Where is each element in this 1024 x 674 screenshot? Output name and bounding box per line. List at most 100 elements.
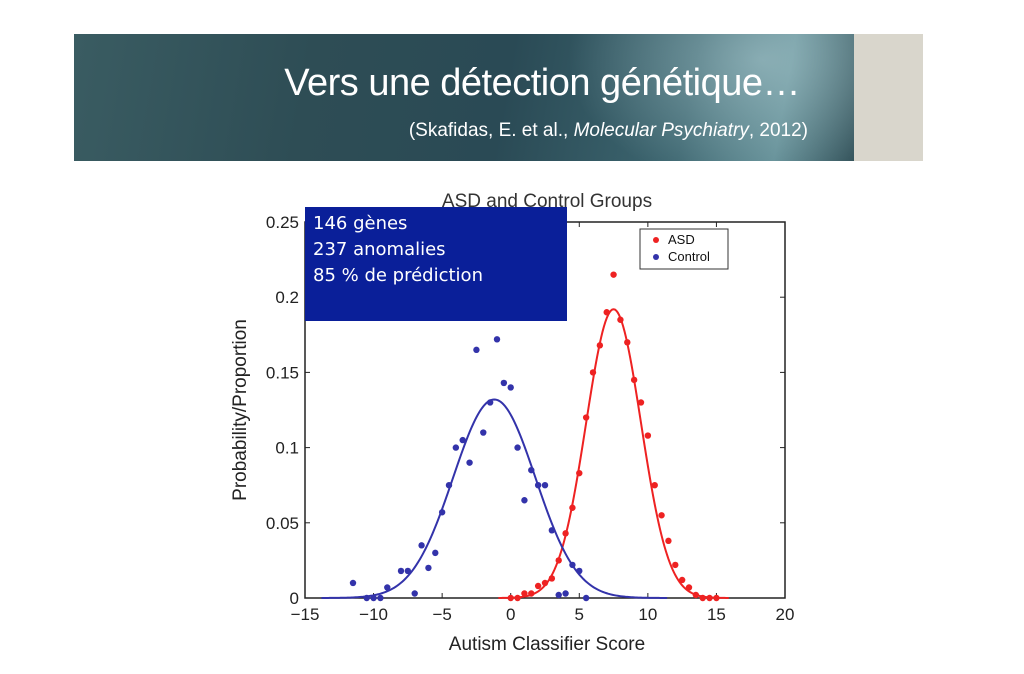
x-tick-label: −5 xyxy=(432,605,451,624)
legend-box xyxy=(639,228,729,270)
data-point-control xyxy=(411,590,418,597)
data-point-control xyxy=(582,594,590,602)
data-point-asd xyxy=(685,584,693,591)
data-point-control xyxy=(514,444,521,451)
data-point-control xyxy=(349,579,357,587)
data-point-control xyxy=(480,429,487,436)
legend-label-control: Control xyxy=(668,249,710,264)
data-point-asd xyxy=(541,579,549,587)
data-point-asd xyxy=(658,512,665,519)
ticks-layer: −15 −10 −5 0 5 10 15 20 0 0.05 0.1 0.15 0.2 0.25 xyxy=(266,213,795,624)
data-point-asd xyxy=(555,557,562,564)
fit-curves xyxy=(321,308,729,599)
x-tick-label: 5 xyxy=(575,605,584,624)
data-point-asd xyxy=(665,537,672,545)
header-side-panel xyxy=(854,34,923,161)
data-point-control xyxy=(418,542,425,549)
data-point-control xyxy=(459,436,466,444)
data-point-control xyxy=(521,497,528,504)
data-point-asd xyxy=(534,582,542,590)
fit-curve-control xyxy=(321,398,668,599)
data-point-asd xyxy=(678,576,686,584)
data-point-asd xyxy=(617,316,624,323)
data-point-control xyxy=(486,399,494,406)
data-point-asd xyxy=(507,594,514,602)
x-tick-label: −10 xyxy=(359,605,388,624)
slide-citation: (Skafidas, E. et al., Molecular Psychiat… xyxy=(409,120,808,142)
data-point-asd xyxy=(624,339,631,346)
data-point-asd xyxy=(706,594,713,602)
data-point-control xyxy=(507,384,514,391)
slide-title: Vers une détection génétique… xyxy=(284,62,800,104)
data-point-asd xyxy=(562,530,569,537)
x-tick-label: 15 xyxy=(707,605,726,624)
data-point-asd xyxy=(637,399,645,406)
info-line-prediction: 85 % de prédiction xyxy=(313,265,483,286)
data-point-control xyxy=(528,466,535,474)
data-point-control xyxy=(425,564,432,572)
data-point-control xyxy=(466,459,473,466)
data-point-asd xyxy=(630,376,638,384)
citation-suffix: , 2012) xyxy=(748,120,808,141)
y-tick-label: 0.05 xyxy=(266,514,299,533)
data-point-control xyxy=(576,567,583,575)
data-point-asd xyxy=(692,591,700,599)
x-axis-label: Autism Classifier Score xyxy=(449,634,645,655)
x-tick-label: 20 xyxy=(776,605,795,624)
data-point-control xyxy=(569,561,576,569)
data-point-asd xyxy=(569,504,576,511)
fit-curve-asd xyxy=(498,308,729,599)
y-axis-label: Probability/Proportion xyxy=(230,319,251,501)
legend-marker-asd xyxy=(653,237,659,243)
legend-marker-control xyxy=(653,254,659,260)
data-point-asd xyxy=(651,482,658,489)
data-point-control xyxy=(438,509,446,516)
data-point-control xyxy=(445,482,453,489)
header-band: Vers une détection génétique… (Skafidas,… xyxy=(74,34,854,161)
data-point-control xyxy=(473,346,480,354)
legend-label-asd: ASD xyxy=(668,232,695,247)
y-tick-label: 0.15 xyxy=(266,363,299,382)
data-points xyxy=(349,271,720,602)
y-tick-label: 0.25 xyxy=(266,213,299,232)
data-point-asd xyxy=(548,575,556,582)
data-point-asd xyxy=(576,469,583,477)
data-point-control xyxy=(562,590,569,597)
legend: ASD Control xyxy=(639,228,729,270)
y-tick-label: 0.1 xyxy=(275,439,299,458)
data-point-control xyxy=(377,594,384,602)
data-point-asd xyxy=(610,271,617,278)
data-point-asd xyxy=(699,594,706,602)
data-point-asd xyxy=(589,369,597,376)
data-point-asd xyxy=(528,590,535,597)
info-line-genes: 146 gènes xyxy=(313,213,408,234)
data-point-asd xyxy=(603,309,610,316)
citation-prefix: (Skafidas, E. et al., xyxy=(408,120,574,141)
data-point-control xyxy=(432,549,439,557)
data-point-asd xyxy=(521,590,528,597)
chart-title: ASD and Control Groups xyxy=(442,191,652,212)
data-point-control xyxy=(452,444,460,451)
data-point-asd xyxy=(644,432,652,439)
data-point-control xyxy=(541,482,549,489)
data-point-control xyxy=(404,567,412,575)
data-point-control xyxy=(384,584,391,591)
x-tick-label: −15 xyxy=(291,605,320,624)
data-point-asd xyxy=(596,342,604,349)
y-tick-label: 0.2 xyxy=(275,288,299,307)
info-line-anomalies: 237 anomalies xyxy=(313,239,446,260)
data-point-control xyxy=(363,594,370,602)
x-tick-label: 10 xyxy=(638,605,657,624)
data-point-asd xyxy=(713,594,720,602)
x-tick-label: 0 xyxy=(506,605,515,624)
data-point-control xyxy=(493,336,501,343)
data-point-control xyxy=(397,567,405,575)
data-point-control xyxy=(555,591,562,599)
data-point-control xyxy=(500,379,508,387)
info-box: 146 gènes 237 anomalies 85 % de prédicti… xyxy=(305,207,567,321)
data-point-control xyxy=(548,527,556,534)
data-point-asd xyxy=(582,414,590,421)
data-point-control xyxy=(534,482,542,489)
y-tick-label: 0 xyxy=(290,589,299,608)
citation-journal: Molecular Psychiatry xyxy=(573,120,749,141)
